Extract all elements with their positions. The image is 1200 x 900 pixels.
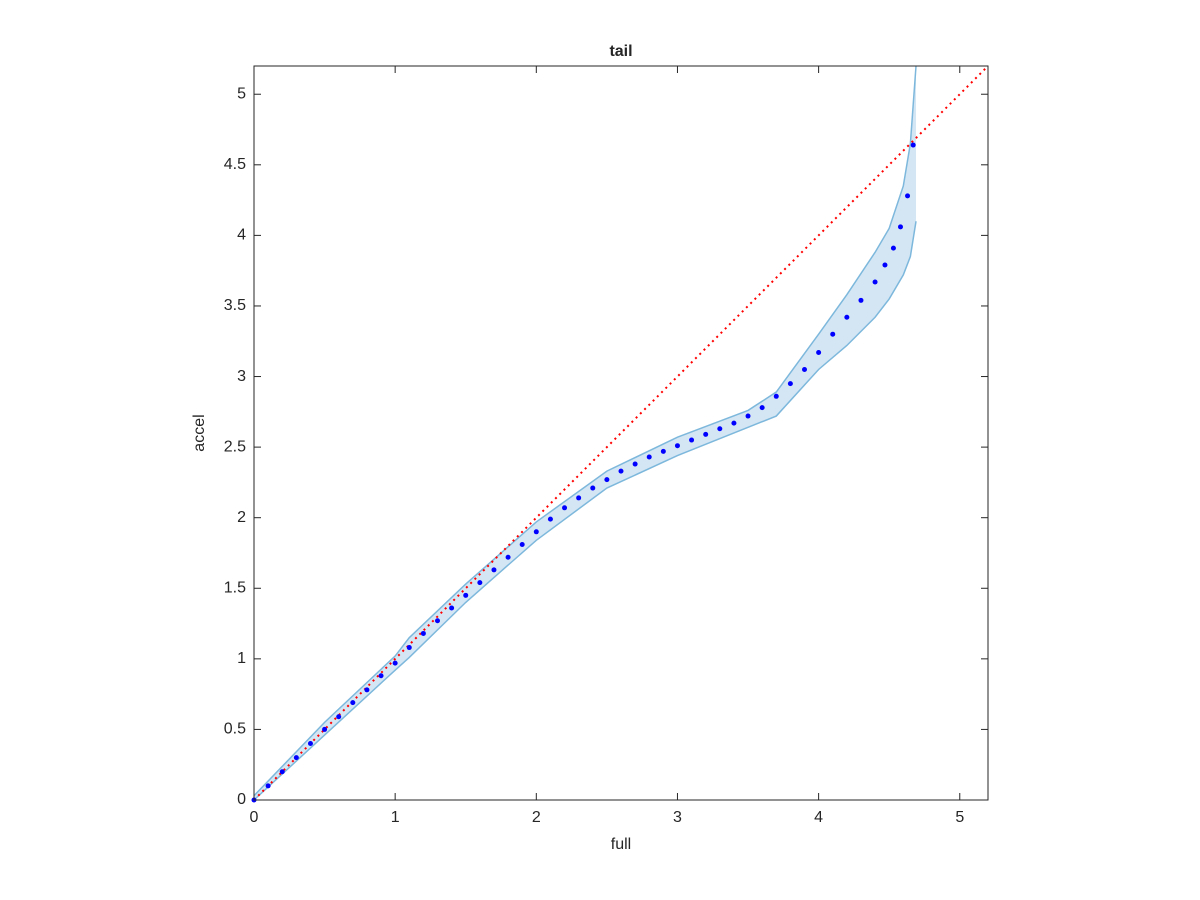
data-point bbox=[759, 405, 765, 411]
data-point bbox=[505, 554, 511, 560]
x-tick-label: 3 bbox=[673, 809, 682, 826]
data-point bbox=[660, 448, 666, 454]
data-point bbox=[897, 224, 903, 230]
axes-box bbox=[253, 65, 989, 801]
y-tick-label: 1 bbox=[237, 650, 246, 667]
data-point bbox=[378, 673, 384, 679]
y-tick-label: 0.5 bbox=[224, 721, 246, 738]
data-point bbox=[279, 769, 285, 775]
data-point bbox=[265, 783, 271, 789]
x-tick-label: 4 bbox=[814, 809, 823, 826]
data-point bbox=[816, 350, 822, 356]
data-point bbox=[646, 454, 652, 460]
data-point bbox=[882, 262, 888, 268]
data-point bbox=[322, 726, 328, 732]
x-tick-label: 0 bbox=[250, 809, 259, 826]
data-point bbox=[910, 142, 916, 148]
band-lower bbox=[253, 221, 917, 801]
x-tick-label: 1 bbox=[391, 809, 400, 826]
data-point bbox=[576, 495, 582, 501]
band-upper bbox=[253, 65, 917, 797]
y-tick-label: 4.5 bbox=[224, 156, 246, 173]
data-point bbox=[562, 505, 568, 511]
data-point bbox=[674, 443, 680, 449]
data-point bbox=[890, 245, 896, 251]
data-point bbox=[872, 279, 878, 285]
data-point bbox=[830, 331, 836, 337]
data-point bbox=[406, 645, 412, 651]
data-point bbox=[905, 193, 911, 199]
data-point bbox=[307, 741, 313, 747]
data-point bbox=[844, 314, 850, 320]
data-point bbox=[293, 755, 299, 761]
x-tick-label: 5 bbox=[955, 809, 964, 826]
data-point bbox=[533, 529, 539, 535]
y-tick-label: 0 bbox=[237, 791, 246, 808]
data-point bbox=[604, 477, 610, 483]
data-point bbox=[731, 420, 737, 426]
data-point bbox=[420, 630, 426, 636]
y-axis-label: accel bbox=[191, 414, 208, 451]
data-point bbox=[703, 431, 709, 437]
chart-title: tail bbox=[609, 43, 632, 60]
data-point bbox=[773, 393, 779, 399]
data-point bbox=[802, 366, 807, 372]
data-point bbox=[449, 605, 455, 611]
x-axis-label: full bbox=[611, 836, 631, 853]
data-point bbox=[519, 542, 525, 548]
data-point bbox=[463, 592, 469, 598]
y-tick-label: 2.5 bbox=[224, 438, 246, 455]
reference-line bbox=[253, 65, 989, 801]
data-point bbox=[590, 485, 596, 491]
data-point bbox=[632, 461, 638, 467]
data-point bbox=[618, 468, 624, 474]
y-tick-label: 3.5 bbox=[224, 297, 246, 314]
y-tick-label: 5 bbox=[237, 85, 246, 102]
data-point bbox=[745, 413, 751, 419]
y-tick-label: 2 bbox=[237, 509, 246, 526]
data-point bbox=[858, 297, 864, 303]
data-point bbox=[717, 426, 723, 432]
data-point bbox=[392, 660, 398, 666]
data-point bbox=[547, 516, 553, 522]
x-tick-label: 2 bbox=[532, 809, 541, 826]
data-point bbox=[364, 687, 370, 693]
y-tick-label: 3 bbox=[237, 368, 246, 385]
y-tick-label: 1.5 bbox=[224, 579, 246, 596]
data-point bbox=[336, 714, 342, 720]
data-point bbox=[787, 381, 793, 387]
y-tick-label: 4 bbox=[237, 227, 246, 244]
data-point bbox=[689, 437, 695, 443]
data-point bbox=[491, 567, 497, 573]
data-point bbox=[435, 618, 440, 624]
data-point bbox=[477, 580, 483, 586]
data-point bbox=[350, 700, 356, 706]
